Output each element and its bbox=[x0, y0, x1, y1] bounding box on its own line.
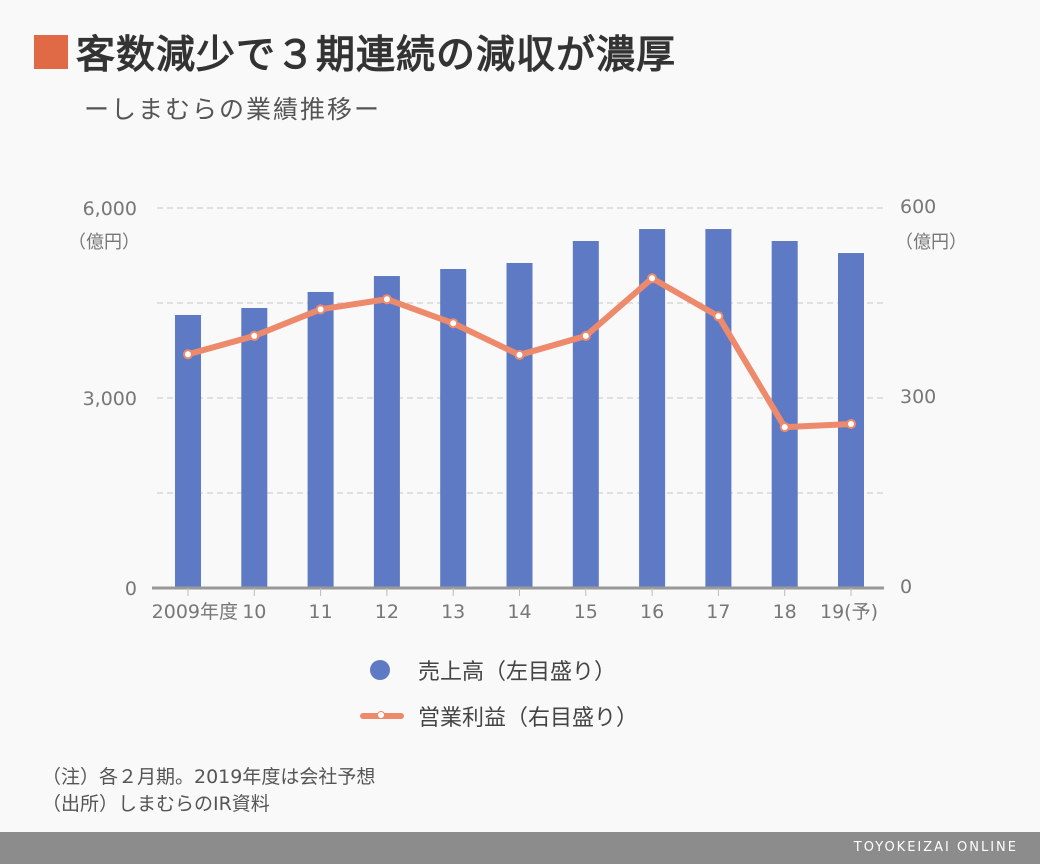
profit-point-15 bbox=[580, 330, 591, 341]
left-tick-label: 3,000 bbox=[83, 388, 137, 410]
profit-point-14 bbox=[514, 349, 525, 360]
x-tick-label: 16 bbox=[640, 601, 664, 623]
legend-profit-label: 営業利益（右目盛り） bbox=[418, 706, 639, 731]
profit-point-10 bbox=[249, 330, 260, 341]
profit-point-13 bbox=[448, 318, 459, 329]
bar-15 bbox=[572, 240, 599, 588]
bar-2009年度 bbox=[175, 314, 201, 588]
profit-point-18 bbox=[779, 422, 790, 433]
title-text: 客数減少で３期連続の減収が濃厚 bbox=[76, 33, 677, 78]
x-tick-label: 12 bbox=[375, 601, 399, 623]
profit-point-16 bbox=[647, 273, 658, 284]
footer-brand: TOYOKEIZAI ONLINE bbox=[853, 840, 1018, 855]
x-tick-label: 10 bbox=[242, 601, 266, 623]
notes: （注）各２月期。2019年度は会社予想 （出所）しまむらのIR資料 bbox=[42, 764, 375, 818]
x-tick-label: 17 bbox=[706, 601, 730, 623]
bar-11 bbox=[307, 291, 334, 588]
right-tick-label: 300 bbox=[900, 386, 936, 408]
right-tick-label: 0 bbox=[900, 576, 912, 598]
footer-bar: TOYOKEIZAI ONLINE bbox=[0, 832, 1040, 864]
bar-12 bbox=[373, 276, 400, 588]
source-line: （出所）しまむらのIR資料 bbox=[42, 793, 270, 815]
x-tick-label: 19(予) bbox=[820, 601, 878, 623]
profit-point-17 bbox=[713, 311, 724, 322]
x-tick-label: 13 bbox=[441, 601, 465, 623]
profit-point-12 bbox=[381, 294, 392, 305]
chart-title: 客数減少で３期連続の減収が濃厚 bbox=[34, 24, 676, 80]
x-tick-label: 18 bbox=[773, 601, 797, 623]
legend-sales: 売上高（左目盛り） bbox=[360, 654, 616, 686]
profit-point-11 bbox=[315, 304, 326, 315]
right-axis-unit: （億円） bbox=[895, 232, 967, 253]
profit-point-2009年度 bbox=[183, 349, 193, 360]
x-tick-label: 11 bbox=[309, 601, 333, 623]
legend-sales-label: 売上高（左目盛り） bbox=[418, 660, 617, 685]
legend-line-icon bbox=[360, 711, 404, 719]
left-tick-label: 6,000 bbox=[83, 198, 137, 220]
left-axis-unit: （億円） bbox=[68, 232, 140, 253]
note-line: （注）各２月期。2019年度は会社予想 bbox=[42, 766, 376, 788]
x-tick-label: 2009年度 bbox=[152, 601, 238, 623]
bar-10 bbox=[241, 308, 268, 588]
profit-point-19(予) bbox=[846, 418, 856, 429]
chart-subtitle: ーしまむらの業績推移ー bbox=[84, 95, 382, 124]
title-marker bbox=[34, 35, 68, 69]
legend-profit: 営業利益（右目盛り） bbox=[360, 700, 638, 732]
bar-14 bbox=[506, 262, 533, 588]
left-tick-label: 0 bbox=[125, 578, 137, 600]
x-tick-label: 14 bbox=[507, 601, 531, 623]
bar-17 bbox=[705, 229, 732, 588]
right-tick-label: 600 bbox=[900, 196, 936, 218]
legend-bar-icon bbox=[370, 660, 390, 680]
x-tick-label: 15 bbox=[574, 601, 598, 623]
